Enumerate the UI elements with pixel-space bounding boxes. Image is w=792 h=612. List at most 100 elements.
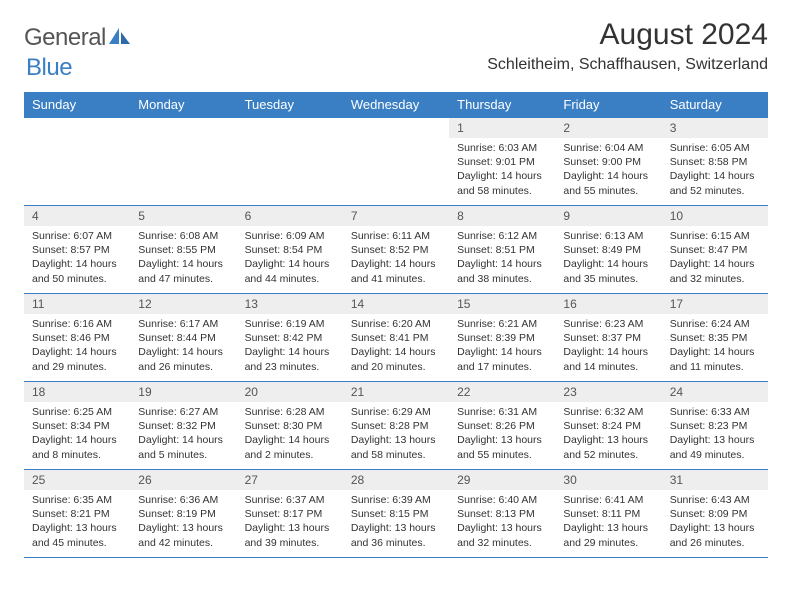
day-details: Sunrise: 6:16 AMSunset: 8:46 PMDaylight:… xyxy=(24,314,130,380)
sunset-text: Sunset: 8:30 PM xyxy=(245,419,335,433)
sunrise-text: Sunrise: 6:12 AM xyxy=(457,229,547,243)
sunset-text: Sunset: 8:58 PM xyxy=(670,155,760,169)
sunset-text: Sunset: 8:42 PM xyxy=(245,331,335,345)
day-number: 21 xyxy=(343,382,449,402)
sunset-text: Sunset: 9:01 PM xyxy=(457,155,547,169)
weekday-header: Tuesday xyxy=(237,92,343,118)
day-number: 12 xyxy=(130,294,236,314)
sunset-text: Sunset: 8:55 PM xyxy=(138,243,228,257)
day-details: Sunrise: 6:15 AMSunset: 8:47 PMDaylight:… xyxy=(662,226,768,292)
day-number: 6 xyxy=(237,206,343,226)
daylight-text: Daylight: 13 hours and 32 minutes. xyxy=(457,521,547,549)
calendar-cell: 22Sunrise: 6:31 AMSunset: 8:26 PMDayligh… xyxy=(449,382,555,470)
sunrise-text: Sunrise: 6:05 AM xyxy=(670,141,760,155)
sunrise-text: Sunrise: 6:39 AM xyxy=(351,493,441,507)
day-details: Sunrise: 6:39 AMSunset: 8:15 PMDaylight:… xyxy=(343,490,449,556)
daylight-text: Daylight: 14 hours and 20 minutes. xyxy=(351,345,441,373)
calendar-cell: 28Sunrise: 6:39 AMSunset: 8:15 PMDayligh… xyxy=(343,470,449,558)
day-details: Sunrise: 6:29 AMSunset: 8:28 PMDaylight:… xyxy=(343,402,449,468)
calendar-cell: 13Sunrise: 6:19 AMSunset: 8:42 PMDayligh… xyxy=(237,294,343,382)
calendar-row: 11Sunrise: 6:16 AMSunset: 8:46 PMDayligh… xyxy=(24,294,768,382)
sunset-text: Sunset: 8:39 PM xyxy=(457,331,547,345)
calendar-cell xyxy=(130,118,236,206)
weekday-header: Monday xyxy=(130,92,236,118)
sunrise-text: Sunrise: 6:28 AM xyxy=(245,405,335,419)
daylight-text: Daylight: 13 hours and 42 minutes. xyxy=(138,521,228,549)
sunrise-text: Sunrise: 6:40 AM xyxy=(457,493,547,507)
daylight-text: Daylight: 13 hours and 39 minutes. xyxy=(245,521,335,549)
day-details: Sunrise: 6:03 AMSunset: 9:01 PMDaylight:… xyxy=(449,138,555,204)
sunset-text: Sunset: 8:23 PM xyxy=(670,419,760,433)
location: Schleitheim, Schaffhausen, Switzerland xyxy=(487,56,768,74)
calendar-cell: 23Sunrise: 6:32 AMSunset: 8:24 PMDayligh… xyxy=(555,382,661,470)
sunrise-text: Sunrise: 6:07 AM xyxy=(32,229,122,243)
sunrise-text: Sunrise: 6:31 AM xyxy=(457,405,547,419)
sunset-text: Sunset: 8:54 PM xyxy=(245,243,335,257)
day-details: Sunrise: 6:37 AMSunset: 8:17 PMDaylight:… xyxy=(237,490,343,556)
calendar-row: 1Sunrise: 6:03 AMSunset: 9:01 PMDaylight… xyxy=(24,118,768,206)
sunset-text: Sunset: 8:46 PM xyxy=(32,331,122,345)
sunset-text: Sunset: 8:13 PM xyxy=(457,507,547,521)
sunrise-text: Sunrise: 6:11 AM xyxy=(351,229,441,243)
sunset-text: Sunset: 8:24 PM xyxy=(563,419,653,433)
daylight-text: Daylight: 14 hours and 38 minutes. xyxy=(457,257,547,285)
calendar-row: 4Sunrise: 6:07 AMSunset: 8:57 PMDaylight… xyxy=(24,206,768,294)
logo-text-general: General xyxy=(24,24,106,52)
sunrise-text: Sunrise: 6:25 AM xyxy=(32,405,122,419)
daylight-text: Daylight: 13 hours and 52 minutes. xyxy=(563,433,653,461)
sunset-text: Sunset: 8:28 PM xyxy=(351,419,441,433)
sunrise-text: Sunrise: 6:29 AM xyxy=(351,405,441,419)
sunrise-text: Sunrise: 6:03 AM xyxy=(457,141,547,155)
daylight-text: Daylight: 14 hours and 26 minutes. xyxy=(138,345,228,373)
sunrise-text: Sunrise: 6:37 AM xyxy=(245,493,335,507)
daylight-text: Daylight: 14 hours and 5 minutes. xyxy=(138,433,228,461)
day-details: Sunrise: 6:04 AMSunset: 9:00 PMDaylight:… xyxy=(555,138,661,204)
sunrise-text: Sunrise: 6:19 AM xyxy=(245,317,335,331)
sunset-text: Sunset: 8:35 PM xyxy=(670,331,760,345)
weekday-header-row: Sunday Monday Tuesday Wednesday Thursday… xyxy=(24,92,768,118)
sunrise-text: Sunrise: 6:04 AM xyxy=(563,141,653,155)
sunrise-text: Sunrise: 6:20 AM xyxy=(351,317,441,331)
day-details: Sunrise: 6:20 AMSunset: 8:41 PMDaylight:… xyxy=(343,314,449,380)
sunrise-text: Sunrise: 6:32 AM xyxy=(563,405,653,419)
day-details: Sunrise: 6:19 AMSunset: 8:42 PMDaylight:… xyxy=(237,314,343,380)
day-number: 27 xyxy=(237,470,343,490)
calendar-cell: 9Sunrise: 6:13 AMSunset: 8:49 PMDaylight… xyxy=(555,206,661,294)
day-details: Sunrise: 6:36 AMSunset: 8:19 PMDaylight:… xyxy=(130,490,236,556)
day-number: 25 xyxy=(24,470,130,490)
daylight-text: Daylight: 14 hours and 52 minutes. xyxy=(670,169,760,197)
calendar-cell: 6Sunrise: 6:09 AMSunset: 8:54 PMDaylight… xyxy=(237,206,343,294)
day-details: Sunrise: 6:21 AMSunset: 8:39 PMDaylight:… xyxy=(449,314,555,380)
daylight-text: Daylight: 14 hours and 41 minutes. xyxy=(351,257,441,285)
day-number: 26 xyxy=(130,470,236,490)
day-details: Sunrise: 6:27 AMSunset: 8:32 PMDaylight:… xyxy=(130,402,236,468)
sunrise-text: Sunrise: 6:35 AM xyxy=(32,493,122,507)
daylight-text: Daylight: 14 hours and 35 minutes. xyxy=(563,257,653,285)
day-details: Sunrise: 6:11 AMSunset: 8:52 PMDaylight:… xyxy=(343,226,449,292)
sunrise-text: Sunrise: 6:09 AM xyxy=(245,229,335,243)
calendar-cell: 29Sunrise: 6:40 AMSunset: 8:13 PMDayligh… xyxy=(449,470,555,558)
calendar-table: Sunday Monday Tuesday Wednesday Thursday… xyxy=(24,92,768,558)
daylight-text: Daylight: 14 hours and 2 minutes. xyxy=(245,433,335,461)
day-details: Sunrise: 6:12 AMSunset: 8:51 PMDaylight:… xyxy=(449,226,555,292)
day-details: Sunrise: 6:35 AMSunset: 8:21 PMDaylight:… xyxy=(24,490,130,556)
sunset-text: Sunset: 8:37 PM xyxy=(563,331,653,345)
sunset-text: Sunset: 8:17 PM xyxy=(245,507,335,521)
calendar-cell: 16Sunrise: 6:23 AMSunset: 8:37 PMDayligh… xyxy=(555,294,661,382)
day-details: Sunrise: 6:43 AMSunset: 8:09 PMDaylight:… xyxy=(662,490,768,556)
calendar-cell: 27Sunrise: 6:37 AMSunset: 8:17 PMDayligh… xyxy=(237,470,343,558)
calendar-body: 1Sunrise: 6:03 AMSunset: 9:01 PMDaylight… xyxy=(24,118,768,558)
sunrise-text: Sunrise: 6:27 AM xyxy=(138,405,228,419)
sunset-text: Sunset: 8:09 PM xyxy=(670,507,760,521)
calendar-cell: 8Sunrise: 6:12 AMSunset: 8:51 PMDaylight… xyxy=(449,206,555,294)
daylight-text: Daylight: 14 hours and 11 minutes. xyxy=(670,345,760,373)
day-number: 3 xyxy=(662,118,768,138)
calendar-cell: 30Sunrise: 6:41 AMSunset: 8:11 PMDayligh… xyxy=(555,470,661,558)
sunset-text: Sunset: 8:32 PM xyxy=(138,419,228,433)
day-details: Sunrise: 6:24 AMSunset: 8:35 PMDaylight:… xyxy=(662,314,768,380)
sunset-text: Sunset: 8:26 PM xyxy=(457,419,547,433)
day-details: Sunrise: 6:17 AMSunset: 8:44 PMDaylight:… xyxy=(130,314,236,380)
day-number: 11 xyxy=(24,294,130,314)
day-number: 13 xyxy=(237,294,343,314)
daylight-text: Daylight: 14 hours and 14 minutes. xyxy=(563,345,653,373)
